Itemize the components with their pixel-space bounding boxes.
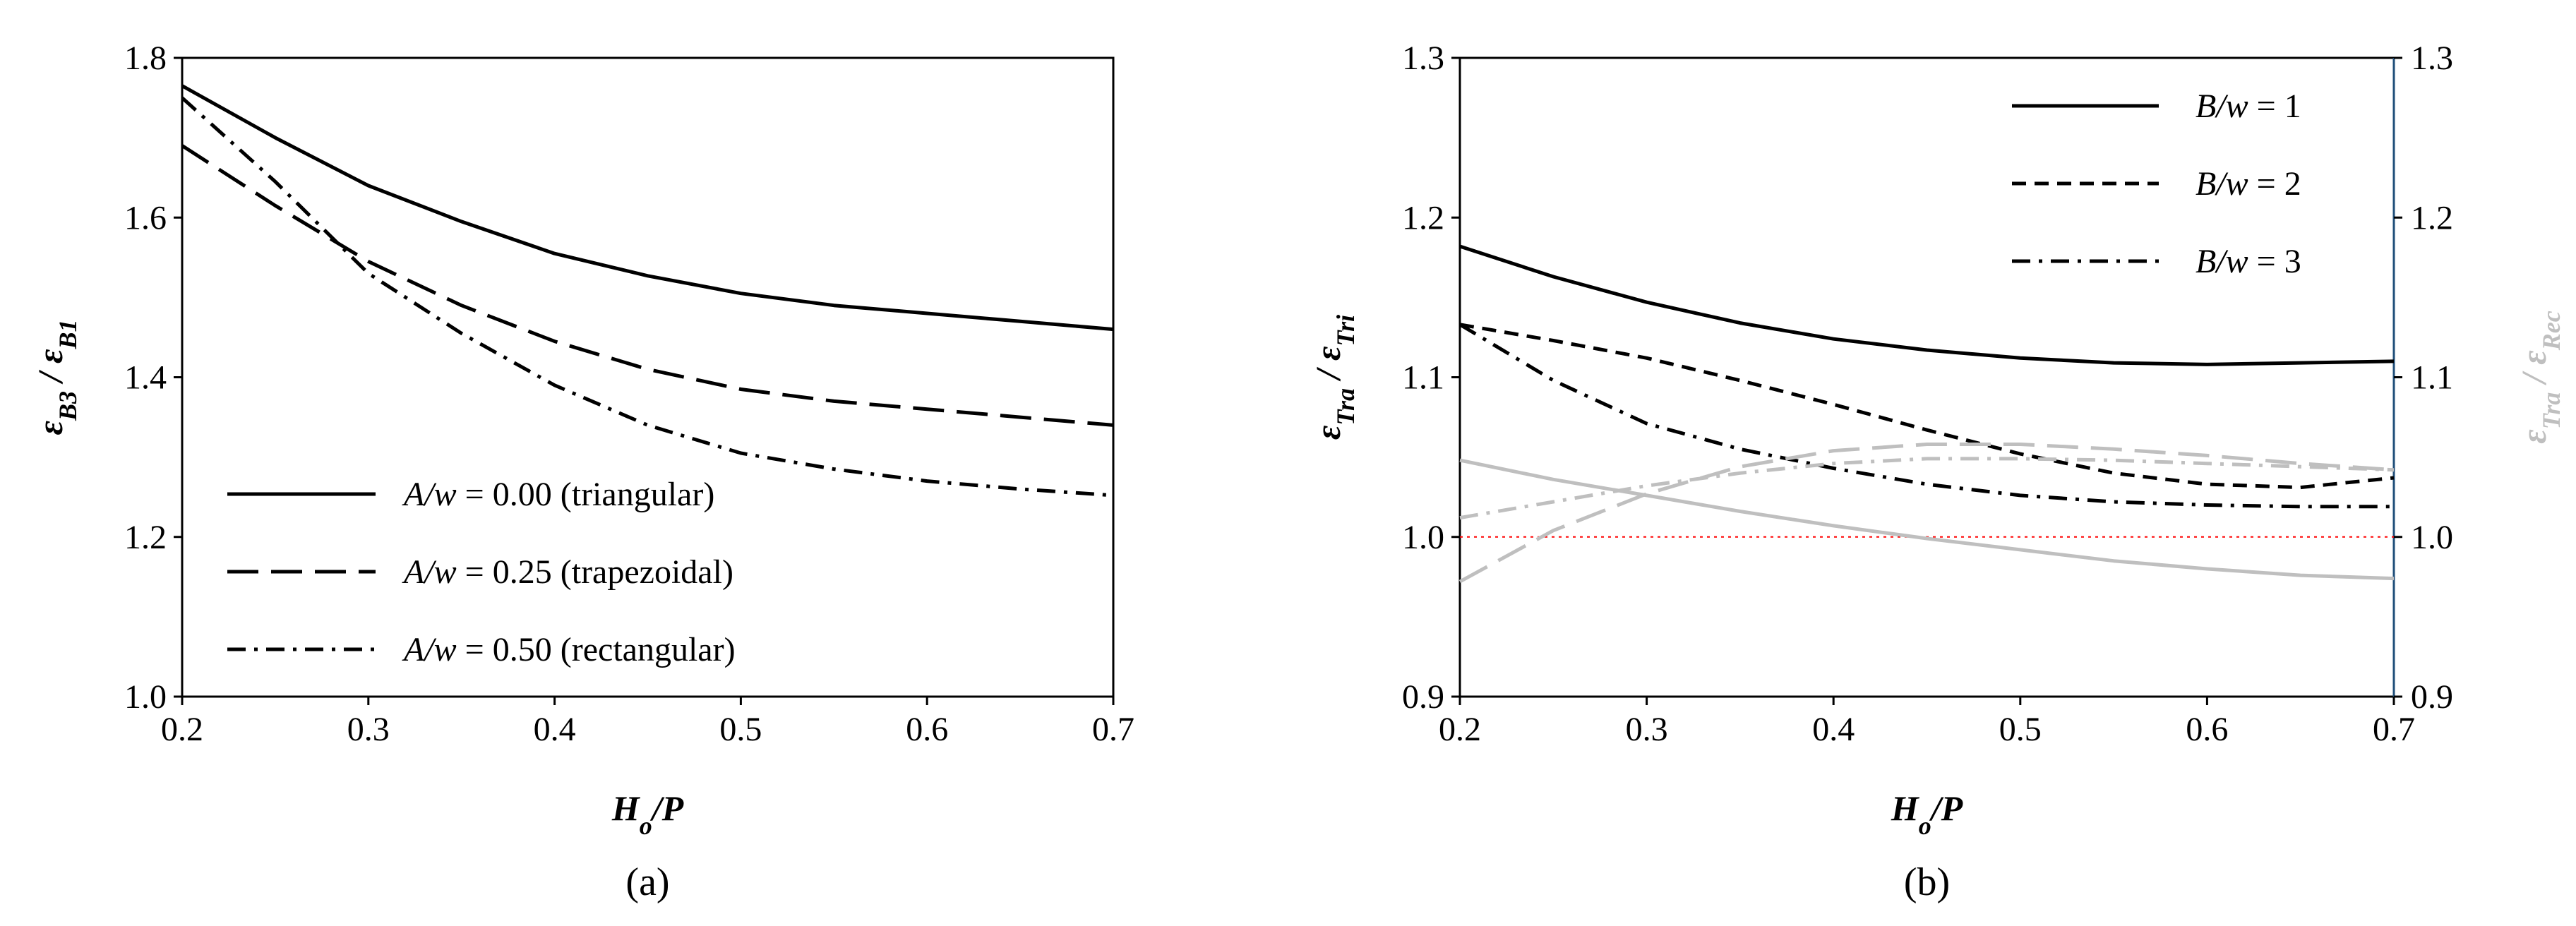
legend-entry-part: = 3	[2248, 243, 2301, 280]
x-tick-label: 0.7	[2373, 711, 2415, 748]
legend-entry: B/w = 2	[2195, 165, 2301, 203]
label-part: B1	[54, 320, 82, 350]
y-tick-label: 1.0	[1402, 519, 1444, 556]
panel-a: 0.2 0.3 0.4 0.5 0.6 0.7 1.0 1.2 1.4 1.6 1.8 A/w = 0…	[30, 40, 1134, 904]
series-line	[181, 96, 1114, 498]
label-part: o	[640, 812, 652, 840]
label-part: /	[30, 363, 70, 391]
label-part: ε	[30, 349, 70, 363]
y2-axis-label: εTra / εRec	[2514, 311, 2565, 444]
y-tick-label: 1.4	[124, 359, 167, 397]
x-tick-label: 0.2	[161, 711, 203, 748]
y2-tick-label: 1.1	[2411, 359, 2453, 397]
x-tick-label: 0.4	[1812, 711, 1855, 748]
plot-frame	[181, 56, 1115, 698]
series-line	[1459, 458, 2395, 581]
legend-entry-part: = 0.25 (trapezoidal)	[457, 553, 733, 591]
panel-b: 0.2 0.3 0.4 0.5 0.6 0.70.91.01.11.21.30.91.01…	[1308, 40, 2565, 904]
y-axis-label: εTra / εTri	[1308, 315, 1360, 440]
y2-tick-label: 0.9	[2411, 678, 2453, 716]
label-part: Rec	[2537, 311, 2565, 351]
x-axis-label: Ho/P	[1891, 788, 1963, 840]
label-part: ε	[1308, 425, 1348, 440]
y-axis-label: εB3 / εB1	[30, 320, 82, 435]
label-part: Tri	[1331, 315, 1360, 347]
legend-entry-part: = 0.50 (rectangular)	[457, 631, 736, 668]
y2-tick-label: 1.3	[2411, 40, 2453, 77]
label-part: ε	[30, 420, 70, 435]
y-tick-label: 1.2	[124, 519, 167, 556]
label-part: /P	[649, 788, 684, 828]
x-tick-label: 0.2	[1439, 711, 1481, 748]
legend-entry-part: B/w	[2195, 88, 2248, 125]
x-tick-label: 0.6	[906, 711, 948, 748]
label-part: B3	[54, 391, 82, 421]
x-tick-label: 0.3	[347, 711, 390, 748]
y-tick-label: 1.6	[124, 199, 167, 236]
x-axis-label: Ho/P	[611, 788, 684, 840]
panel-label: (b)	[1904, 860, 1950, 904]
series-line	[1459, 323, 2395, 490]
legend-entry-part: = 0.00 (triangular)	[457, 476, 715, 513]
label-part: Tra	[1331, 388, 1360, 426]
label-part: ε	[1308, 346, 1348, 361]
y-tick-label: 1.8	[124, 40, 167, 77]
x-tick-label: 0.7	[1092, 711, 1134, 748]
label-part: /	[2514, 365, 2553, 392]
y-tick-label: 1.0	[124, 678, 167, 716]
label-part: Tra	[2537, 392, 2565, 430]
legend-entry: A/w = 0.25 (trapezoidal)	[402, 553, 733, 591]
legend-entry-part: A/w	[402, 476, 457, 513]
x-tick-label: 0.3	[1626, 711, 1668, 748]
series-line	[181, 144, 1114, 427]
series-line	[1459, 457, 2395, 520]
x-tick-label: 0.5	[719, 711, 762, 748]
legend-entry-part: A/w	[402, 631, 457, 668]
label-part: ε	[2514, 350, 2553, 365]
series-line	[1459, 244, 2395, 366]
y-tick-label: 0.9	[1402, 678, 1444, 716]
legend-entry-part: B/w	[2195, 243, 2248, 280]
legend-entry-part: = 1	[2248, 88, 2301, 125]
series-line	[181, 84, 1114, 332]
label-part: ε	[2514, 429, 2553, 444]
legend-entry-part: B/w	[2195, 165, 2248, 203]
label-part: H	[1891, 788, 1920, 828]
legend-entry: A/w = 0.50 (rectangular)	[402, 631, 736, 668]
label-part: H	[611, 788, 641, 828]
y-tick-label: 1.2	[1402, 199, 1444, 236]
x-tick-label: 0.4	[534, 711, 576, 748]
x-tick-label: 0.6	[2186, 711, 2228, 748]
legend-entry: B/w = 1	[2195, 88, 2301, 125]
legend-entry: A/w = 0.00 (triangular)	[402, 476, 714, 513]
label-part: /P	[1929, 788, 1963, 828]
series-line	[1458, 443, 2395, 584]
y-tick-label: 1.3	[1402, 40, 1444, 77]
plot-frame	[1458, 56, 2395, 698]
label-part: /	[1308, 361, 1348, 388]
legend-entry-part: = 2	[2248, 165, 2301, 203]
x-tick-label: 0.5	[1999, 711, 2042, 748]
y2-tick-label: 1.2	[2411, 199, 2453, 236]
panel-label: (a)	[625, 860, 669, 904]
legend-entry: B/w = 3	[2195, 243, 2301, 280]
y2-tick-label: 1.0	[2411, 519, 2453, 556]
legend-entry-part: A/w	[402, 553, 457, 591]
label-part: o	[1919, 812, 1931, 840]
y-tick-label: 1.1	[1402, 359, 1444, 397]
